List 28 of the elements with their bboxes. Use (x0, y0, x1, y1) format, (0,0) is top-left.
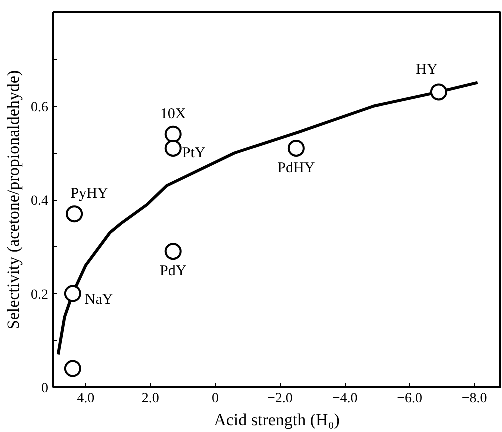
x-tick-label: 0 (212, 392, 219, 406)
y-tick-label: 0.4 (31, 194, 48, 209)
annotation: PdHY (278, 160, 316, 176)
annotation: PtY (182, 145, 206, 162)
point (64, 360, 82, 378)
annotation: PyHY (70, 186, 108, 202)
point (66, 206, 84, 223)
annotation: NaY (84, 292, 114, 308)
y-tick-label: 0.6 (31, 100, 48, 116)
annotation: HY (416, 62, 438, 78)
x-tick-label: −4.0 (332, 392, 358, 406)
x-tick-label: −8.0 (462, 392, 488, 406)
x-tick-label: −2.0 (268, 392, 293, 406)
annotation: PdY (160, 264, 187, 280)
point (430, 84, 448, 101)
x-tick-label: −6.0 (397, 392, 423, 406)
point (164, 126, 182, 143)
point (164, 243, 182, 260)
x-tick-label: 2.0 (142, 392, 160, 406)
y-tick-label: 0 (42, 382, 48, 396)
annotation: 10X (160, 106, 186, 122)
y-axis-title: Selectivity (acetone/propionaldehyde) (4, 70, 23, 330)
y-tick-label: 0.2 (31, 288, 48, 303)
point (164, 140, 182, 157)
x-axis-title: Acid strength (H₀) (214, 410, 340, 430)
point (288, 140, 305, 157)
x-tick-label: 4.0 (77, 392, 95, 406)
point (64, 285, 82, 302)
